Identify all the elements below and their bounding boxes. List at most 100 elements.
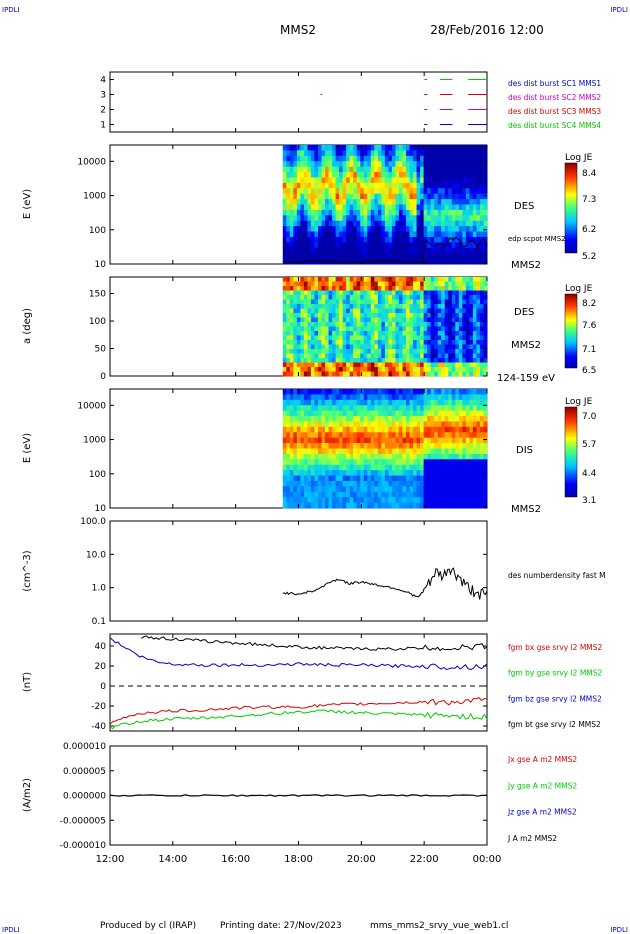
colorbar-des-energy: Log JE 8.4 7.3 6.2 5.2: [564, 153, 597, 262]
spectrogram-cell: [402, 371, 407, 377]
spectrogram-cell: [325, 145, 329, 151]
spectrogram-cell: [328, 145, 333, 151]
spectrogram-cell: [420, 220, 425, 227]
spectrogram-cell: [300, 242, 305, 249]
spectrogram-cell: [286, 209, 291, 216]
spectrogram-cell: [427, 340, 432, 345]
spectrogram-cell: [346, 432, 351, 439]
spectrogram-cell: [342, 295, 347, 300]
spectrogram-cell: [300, 331, 305, 336]
spectrogram-cell: [448, 150, 453, 157]
spectrogram-cell: [469, 367, 474, 372]
spectrogram-cell: [293, 166, 298, 173]
spectrogram-cell: [398, 313, 403, 318]
spectrogram-cell: [479, 182, 484, 189]
spectrogram-cell: [353, 295, 358, 300]
spectrogram-cell: [416, 367, 421, 372]
spectrogram-cell: [441, 432, 446, 439]
spectrogram-cell: [370, 204, 375, 211]
spectrogram-cell: [374, 177, 379, 184]
spectrogram-cell: [455, 491, 460, 498]
spectrogram-cell: [406, 155, 410, 162]
spectrogram-cell: [314, 475, 319, 482]
spectrogram-cell: [406, 277, 410, 282]
spectrogram-cell: [374, 145, 379, 151]
spectrogram-cell: [374, 421, 379, 428]
spectrogram-cell: [325, 443, 329, 449]
spectrogram-cell: [423, 150, 428, 157]
spectrogram-cell: [469, 299, 474, 305]
spectrogram-cell: [391, 226, 396, 232]
spectrogram-cell: [377, 448, 382, 455]
spectrogram-cell: [388, 313, 393, 318]
spectrogram-cell: [356, 453, 361, 460]
spectrogram-cell: [451, 258, 456, 265]
spectrogram-cell: [420, 491, 425, 498]
spectrogram-cell: [339, 335, 344, 341]
spectrogram-cell: [370, 470, 375, 476]
spectrogram-cell: [296, 421, 301, 428]
spectrogram-cell: [310, 502, 315, 509]
spectrogram-cell: [388, 502, 393, 509]
spectrogram-cell: [321, 253, 326, 259]
spectrogram-cell: [339, 367, 344, 372]
spectrogram-cell: [346, 448, 351, 455]
spectrogram-cell: [325, 204, 329, 211]
spectrogram-cell: [374, 448, 379, 455]
spectrogram-cell: [360, 502, 365, 509]
spectrogram-cell: [476, 389, 481, 395]
spectrogram-cell: [398, 247, 403, 254]
spectrogram-cell: [318, 344, 322, 350]
spectrogram-cell: [349, 177, 354, 184]
spectrogram-cell: [339, 432, 344, 439]
spectrogram-cell: [342, 161, 347, 168]
spectrogram-cell: [413, 188, 417, 195]
spectrogram-cell: [296, 281, 301, 287]
spectrogram-cell: [307, 166, 312, 173]
spectrogram-cell: [342, 145, 347, 151]
spectrogram-cell: [328, 209, 333, 216]
spectrogram-cell: [370, 145, 375, 151]
spectrogram-cell: [462, 486, 467, 493]
spectrogram-cell: [289, 150, 294, 157]
spectrogram-cell: [303, 182, 308, 189]
spectrogram-cell: [416, 432, 421, 439]
spectrogram-cell: [391, 295, 396, 300]
spectrogram-cell: [434, 443, 439, 449]
spectrogram-cell: [296, 150, 301, 157]
spectrogram-cell: [391, 313, 396, 318]
spectrogram-cell: [300, 459, 305, 466]
spectrogram-cell: [388, 322, 393, 327]
spectrogram-cell: [325, 486, 329, 493]
spectrogram-cell: [437, 326, 442, 332]
spectrogram-cell: [377, 193, 382, 200]
spectrogram-cell: [479, 344, 484, 350]
spectrogram-cell: [423, 299, 428, 305]
spectrogram-cell: [318, 226, 322, 232]
spectrogram-cell: [310, 299, 315, 305]
spectrogram-cell: [469, 199, 474, 205]
spectrogram-cell: [289, 281, 294, 287]
spectrogram-cell: [423, 193, 428, 200]
spectrogram-cell: [416, 242, 421, 249]
spectrogram-cell: [395, 394, 400, 401]
spectrogram-cell: [434, 199, 439, 205]
spectrogram-cell: [349, 220, 354, 227]
spectrogram-cell: [409, 247, 414, 254]
spectrogram-cell: [360, 344, 365, 350]
spectrogram-cell: [303, 150, 308, 157]
spectrogram-cell: [413, 204, 417, 211]
spectrogram-cell: [448, 188, 453, 195]
spectrogram-cell: [374, 358, 379, 363]
spectrogram-cell: [335, 416, 340, 422]
spectrogram-cell: [300, 405, 305, 412]
spectrogram-cell: [300, 340, 305, 345]
spectrogram-cell: [437, 231, 442, 238]
spectrogram-cell: [441, 331, 446, 336]
spectrogram-cell: [444, 448, 449, 455]
spectrogram-cell: [314, 340, 319, 345]
spectrogram-cell: [395, 353, 400, 359]
spectrogram-cell: [479, 231, 484, 238]
spectrogram-cell: [420, 299, 425, 305]
spectrogram-cell: [360, 290, 365, 296]
